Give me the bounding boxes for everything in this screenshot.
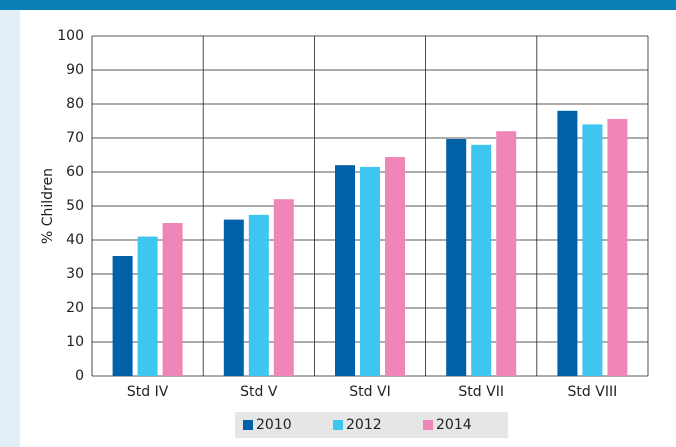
- y-tick-label: 20: [66, 300, 84, 316]
- x-tick-label: Std VIII: [568, 384, 618, 400]
- legend-label: 2010: [256, 417, 292, 433]
- bar: [335, 165, 355, 376]
- bar: [557, 110, 578, 377]
- x-tick-label: Std IV: [127, 384, 169, 400]
- legend-swatch: [243, 420, 253, 430]
- bar: [273, 199, 294, 376]
- y-tick-label: 60: [66, 164, 84, 180]
- legend-swatch: [423, 420, 433, 430]
- y-axis-label: % Children: [40, 168, 56, 244]
- y-tick-label: 90: [66, 62, 84, 78]
- y-tick-label: 100: [57, 28, 84, 44]
- y-tick-label: 30: [66, 266, 84, 282]
- legend-label: 2014: [436, 417, 472, 433]
- legend-swatch: [333, 420, 343, 430]
- side-strip: [0, 0, 20, 447]
- y-tick-label: 70: [66, 130, 84, 146]
- bar: [385, 157, 405, 376]
- bar: [607, 118, 628, 377]
- bar: [360, 166, 380, 376]
- x-tick-label: Std V: [240, 384, 278, 400]
- y-tick-label: 40: [66, 232, 84, 248]
- y-tick-label: 0: [75, 368, 84, 384]
- bar: [112, 255, 133, 376]
- y-tick-label: 10: [66, 334, 84, 350]
- bar: [137, 236, 158, 376]
- bar: [162, 223, 183, 376]
- bar: [248, 214, 269, 376]
- bar: [496, 131, 517, 376]
- bar: [446, 139, 467, 376]
- bar: [582, 124, 603, 377]
- bar: [471, 144, 492, 376]
- x-tick-label: Std VII: [458, 384, 504, 400]
- y-tick-label: 80: [66, 96, 84, 112]
- legend-box: [235, 412, 508, 438]
- x-tick-label: Std VI: [349, 384, 390, 400]
- legend-label: 2012: [346, 417, 382, 433]
- header-bar: [0, 0, 676, 10]
- y-tick-label: 50: [66, 198, 84, 214]
- bar: [223, 219, 244, 376]
